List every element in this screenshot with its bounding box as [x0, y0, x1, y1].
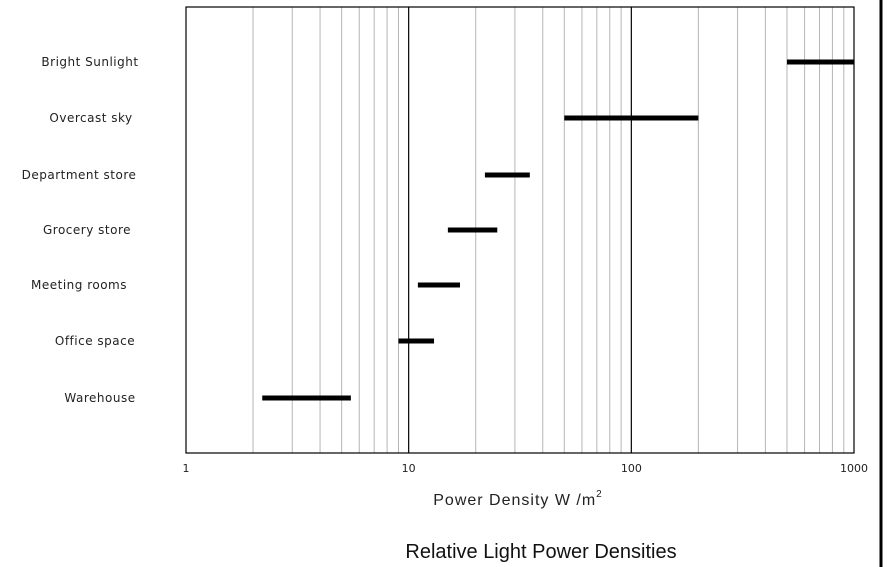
- x-axis-title-superscript: 2: [596, 489, 603, 500]
- category-labels: Bright Sunlight Overcast sky Department st…: [22, 55, 138, 405]
- range-bar-grocery-store: [447, 227, 498, 233]
- plot-area-frame: [185, 6, 855, 454]
- range-bar-bright-sunlight: [786, 59, 854, 65]
- x-tick-labels: 1 10 100 1000: [183, 462, 869, 475]
- range-bar-department-store: [484, 172, 530, 178]
- category-label: Meeting rooms: [31, 278, 127, 292]
- x-tick-label: 100: [621, 462, 642, 475]
- x-tick-label: 10: [402, 462, 416, 475]
- category-label: Office space: [55, 334, 135, 348]
- category-label: Overcast sky: [49, 111, 132, 125]
- range-bar-meeting-rooms: [417, 282, 460, 288]
- gridlines: [252, 7, 845, 453]
- range-bar-office-space: [398, 338, 435, 344]
- chart-title: Relative Light Power Densities: [405, 541, 676, 563]
- x-tick-label: 1: [183, 462, 190, 475]
- category-label: Warehouse: [64, 391, 135, 405]
- range-bar-overcast-sky: [564, 115, 699, 121]
- category-label: Grocery store: [43, 223, 131, 237]
- range-bar-warehouse: [262, 395, 351, 401]
- x-tick-label: 1000: [840, 462, 868, 475]
- category-label: Bright Sunlight: [41, 55, 138, 69]
- category-label: Department store: [22, 168, 137, 182]
- range-bars: [262, 59, 854, 401]
- x-axis-title: Power Density W /m2: [433, 489, 602, 509]
